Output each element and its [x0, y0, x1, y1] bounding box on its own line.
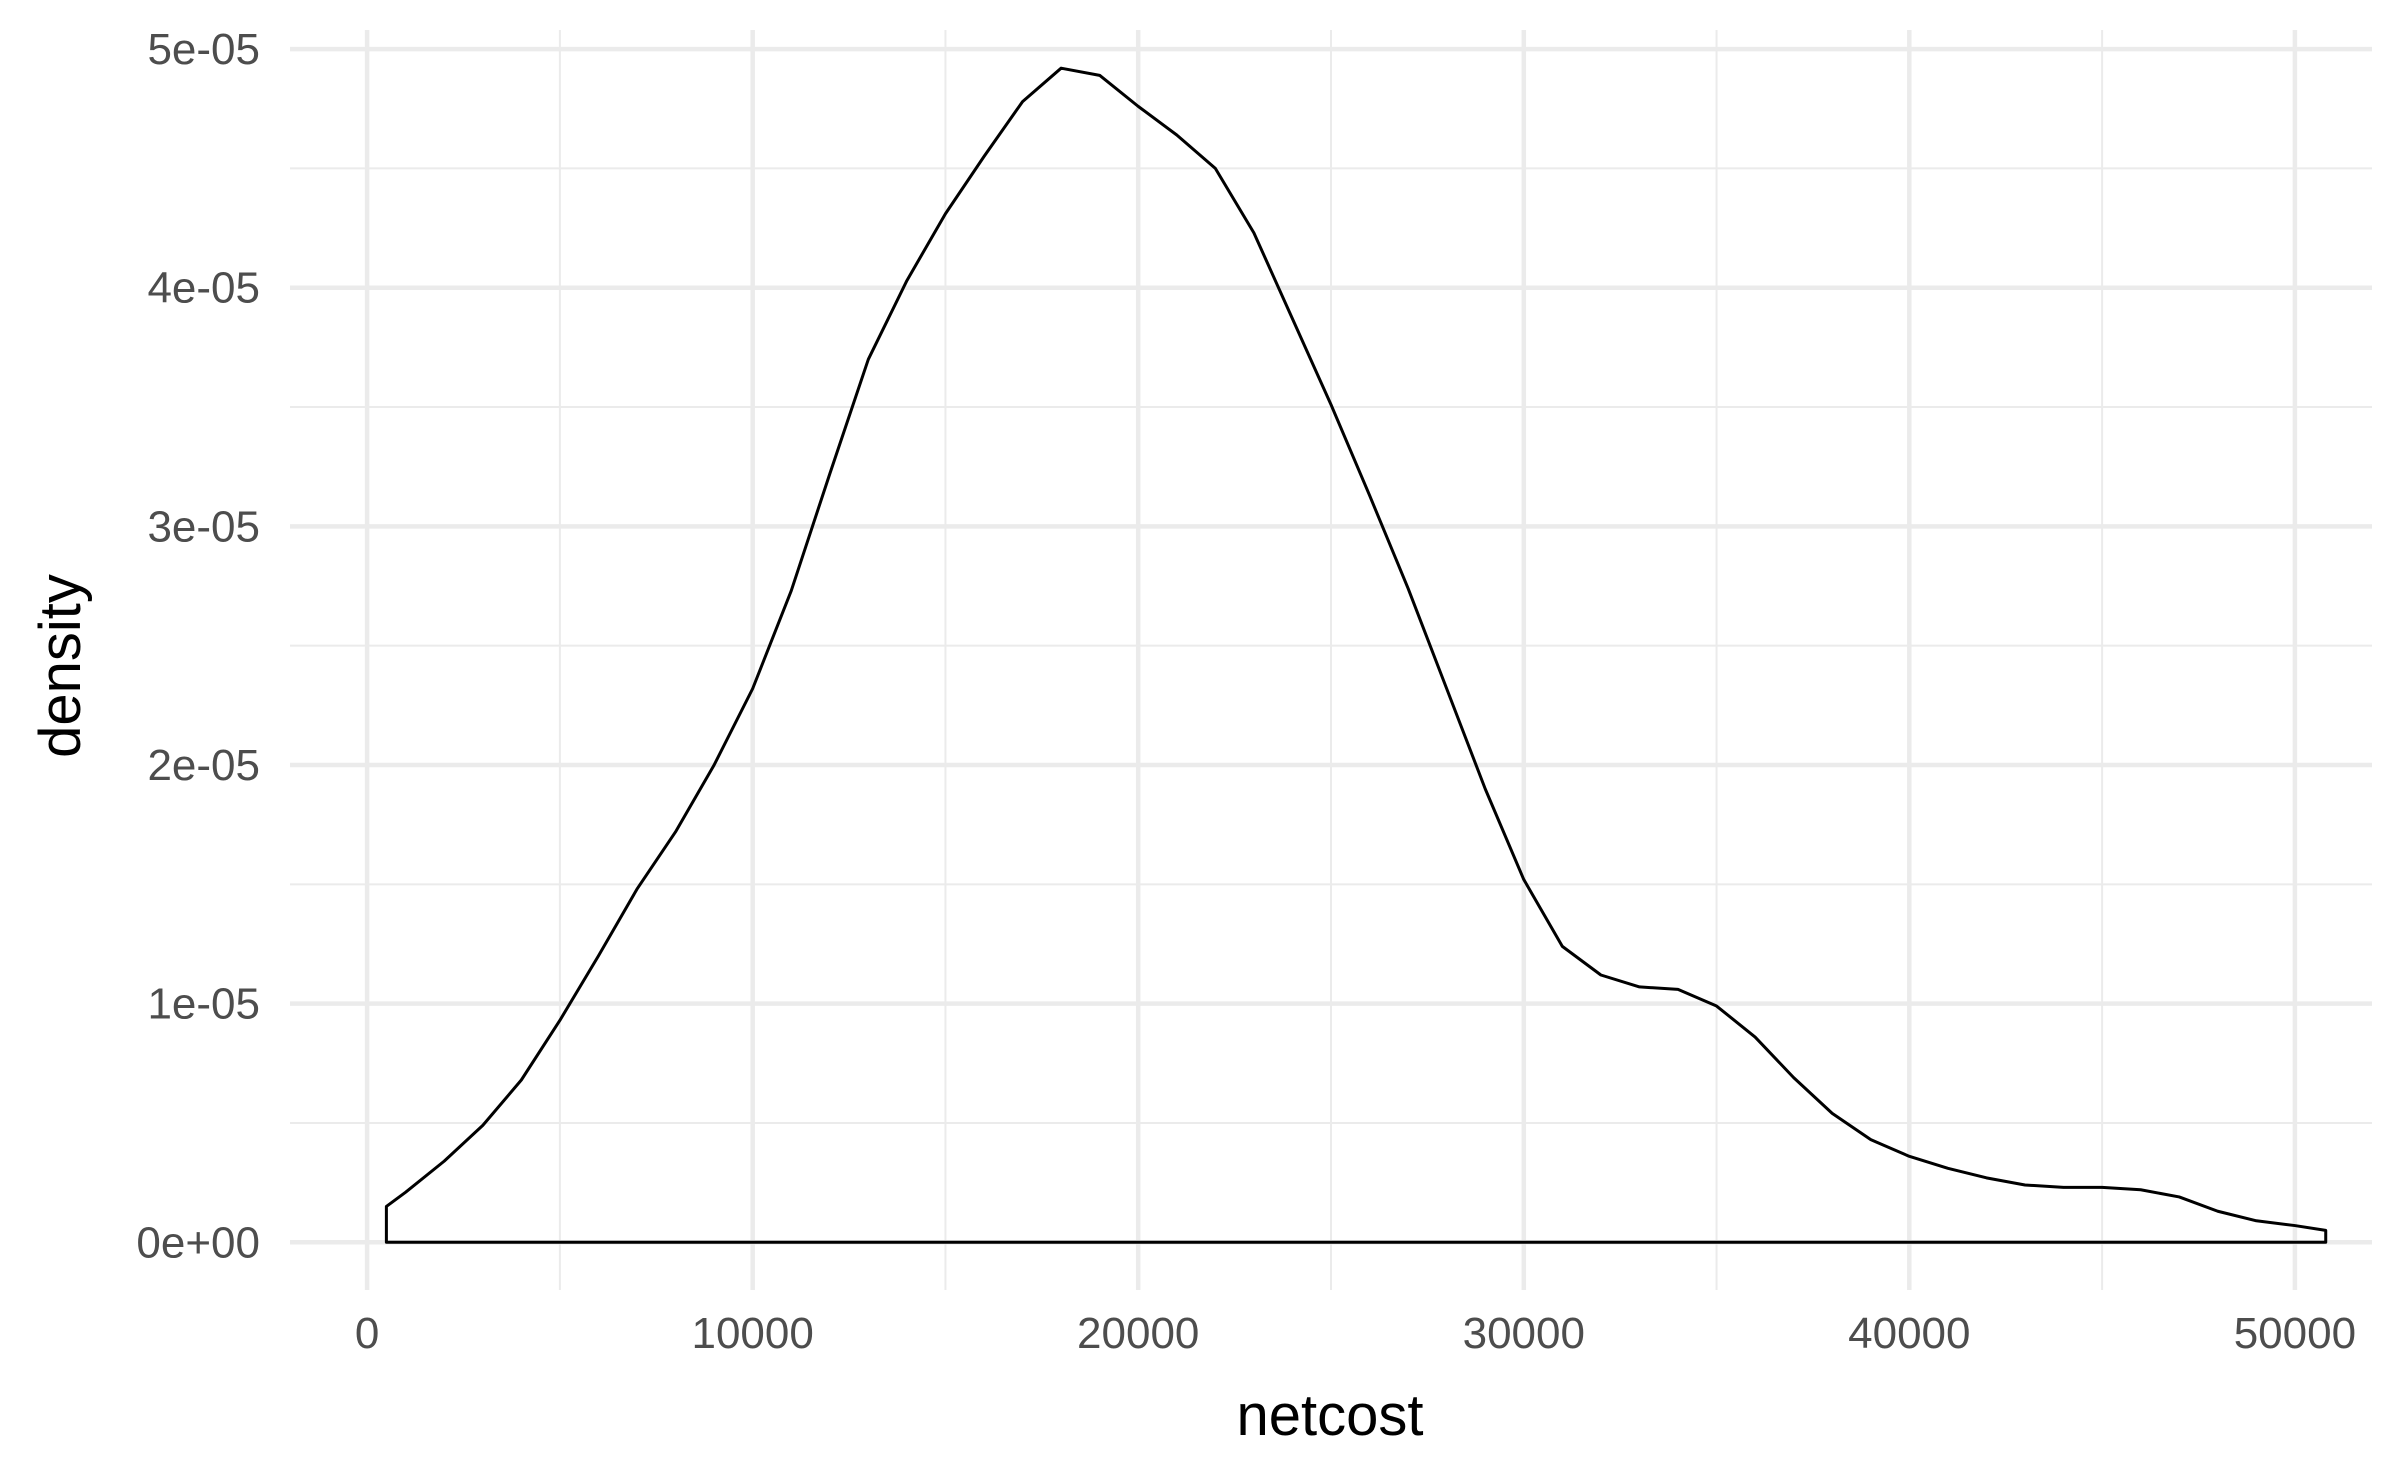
- y-tick-label: 0e+00: [136, 1218, 260, 1267]
- y-tick-label: 4e-05: [147, 264, 260, 313]
- x-axis-title: netcost: [1237, 1383, 1424, 1448]
- y-tick-label: 1e-05: [147, 980, 260, 1029]
- x-tick-label: 50000: [2234, 1309, 2356, 1358]
- density-curve: [384, 66, 2328, 1244]
- x-tick-label: 10000: [691, 1309, 813, 1358]
- y-tick-label: 2e-05: [147, 741, 260, 790]
- x-tick-label: 0: [355, 1309, 379, 1358]
- x-tick-label: 40000: [1848, 1309, 1970, 1358]
- y-tick-label: 3e-05: [147, 502, 260, 551]
- x-tick-label: 30000: [1463, 1309, 1585, 1358]
- y-axis-title: density: [28, 574, 93, 758]
- y-tick-label: 5e-05: [147, 25, 260, 74]
- x-tick-label: 20000: [1077, 1309, 1199, 1358]
- y-axis-tick-labels: 0e+00 1e-05 2e-05 3e-05 4e-05 5e-05: [136, 25, 260, 1267]
- x-axis-tick-labels: 0 10000 20000 30000 40000 50000: [355, 1309, 2356, 1358]
